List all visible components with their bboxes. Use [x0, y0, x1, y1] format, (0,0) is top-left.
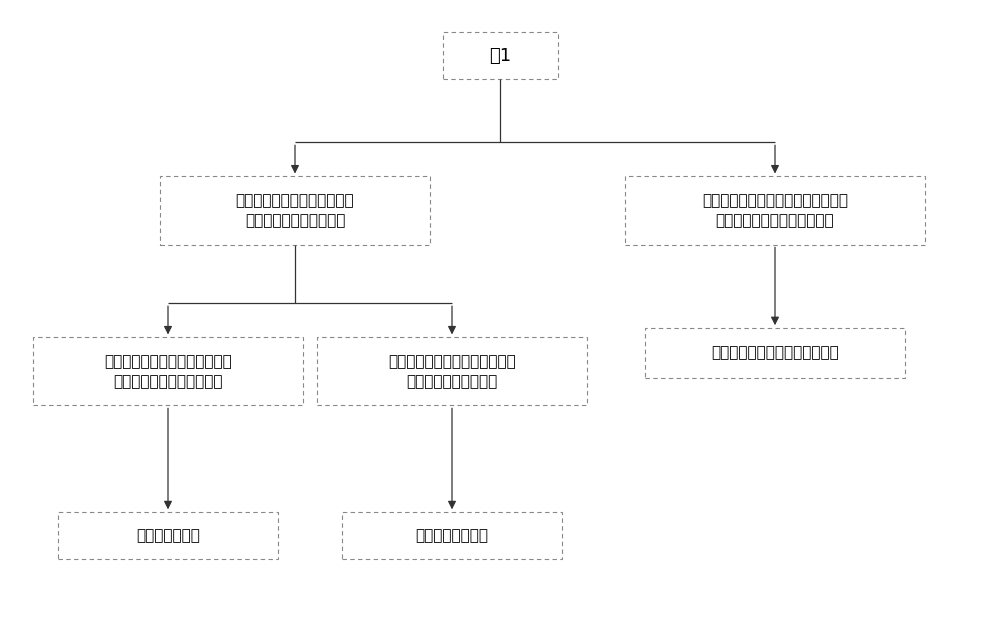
Text: 停止电动真空泵: 停止电动真空泵 — [136, 528, 200, 543]
Text: 第一时间大于等于过热保护时间
且第二时间小于标准值: 第一时间大于等于过热保护时间 且第二时间小于标准值 — [388, 354, 516, 389]
Bar — [160, 176, 430, 245]
Bar — [442, 32, 558, 79]
Bar — [342, 513, 562, 558]
Bar — [317, 337, 587, 405]
Text: 停止真空泵，减少发动机进气量: 停止真空泵，减少发动机进气量 — [711, 345, 839, 360]
Bar — [33, 337, 303, 405]
Text: 第一时间小于等于过热保护时间
且第二时间大于等于标准值: 第一时间小于等于过热保护时间 且第二时间大于等于标准值 — [104, 354, 232, 389]
Text: 第一时间大于或等于过热保护时间且
真空度仍然小于安全阀值上限: 第一时间大于或等于过热保护时间且 真空度仍然小于安全阀值上限 — [702, 193, 848, 228]
Text: 第一时间小于过热保护时间且
真空度大于安全阀值上限: 第一时间小于过热保护时间且 真空度大于安全阀值上限 — [236, 193, 354, 228]
Text: 癹1: 癹1 — [489, 46, 511, 65]
Bar — [645, 328, 905, 378]
Bar — [58, 513, 278, 558]
Text: 减少发动机进气量: 减少发动机进气量 — [416, 528, 488, 543]
Bar — [625, 176, 925, 245]
